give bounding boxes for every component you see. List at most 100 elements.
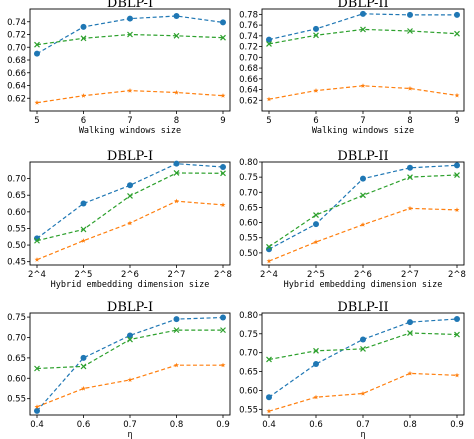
- x-tick-label: 2^6: [354, 270, 372, 280]
- y-tick-label: 0.72: [7, 31, 26, 41]
- y-tick-label: 0.80: [239, 311, 258, 321]
- y-tick-label: 0.62: [7, 94, 26, 104]
- x-tick-label: 2^4: [260, 270, 278, 280]
- y-tick-label: 0.70: [7, 175, 26, 185]
- data-point: [127, 88, 133, 93]
- x-tick-label: 0.7: [123, 420, 137, 430]
- y-tick-label: 0.70: [7, 43, 26, 53]
- data-point: [454, 172, 460, 178]
- data-point: [220, 170, 226, 177]
- y-tick-label: 0.65: [7, 354, 26, 364]
- y-tick-label: 0.55: [239, 234, 258, 244]
- y-tick-label: 0.60: [239, 386, 258, 396]
- data-point: [174, 89, 179, 95]
- plot-frame: [261, 312, 465, 416]
- y-tick-label: 0.74: [239, 32, 258, 42]
- x-tick-label: 2^8: [214, 270, 232, 280]
- panel-5: DBLP-I 0.55 0.60 0.65 0.70 0.75 0.4 0.6 0.7 0.8 0.…: [7, 300, 231, 439]
- x-tick-label: 0.6: [77, 420, 91, 430]
- data-point: [313, 239, 319, 245]
- data-point: [407, 174, 413, 181]
- panel-title: DBLP-II: [337, 149, 388, 164]
- data-point: [80, 226, 87, 233]
- data-point: [407, 164, 413, 171]
- data-point: [360, 345, 366, 352]
- y-tick-label: 0.70: [239, 53, 258, 63]
- x-tick-label: 5: [34, 116, 39, 126]
- data-point: [127, 220, 133, 226]
- data-point: [313, 25, 319, 32]
- panel-title: DBLP-II: [337, 0, 388, 11]
- x-tick-label: 0.8: [170, 420, 184, 430]
- series-line-star: [36, 364, 223, 408]
- data-point: [127, 332, 133, 339]
- x-tick-label: 6: [81, 116, 86, 126]
- y-tick-label: 0.66: [7, 69, 26, 79]
- y-tick-label: 0.64: [7, 82, 26, 92]
- data-point: [34, 365, 40, 372]
- data-point: [127, 15, 133, 22]
- x-axis-label: Walking windows size: [79, 126, 181, 136]
- x-tick-label: 0.6: [309, 420, 323, 430]
- data-point: [313, 88, 319, 93]
- data-point: [173, 170, 180, 176]
- series-line-x: [36, 33, 224, 46]
- data-point: [266, 258, 272, 264]
- data-point: [34, 407, 40, 414]
- data-point: [220, 327, 226, 334]
- data-point: [127, 377, 133, 382]
- data-point: [80, 354, 87, 361]
- data-point: [173, 160, 180, 167]
- x-axis-label: Hybrid embedding dimension size: [51, 280, 210, 290]
- x-tick-label: 0.7: [356, 420, 370, 430]
- x-tick-label: 2^4: [28, 270, 46, 280]
- y-tick-label: 0.80: [239, 158, 258, 168]
- y-tick-label: 0.64: [239, 86, 258, 96]
- x-tick-label: 2^5: [75, 270, 93, 280]
- data-point: [220, 163, 226, 170]
- series-line-x: [268, 28, 458, 45]
- data-point: [127, 182, 133, 189]
- data-point: [313, 347, 319, 354]
- panel-4: DBLP-II 0.50 0.55 0.60 0.65 0.70 0.75 0.80 2^4 2^…: [239, 149, 466, 290]
- x-tick-label: 7: [127, 116, 132, 126]
- y-tick-label: 0.55: [239, 405, 258, 415]
- y-tick-label: 0.70: [239, 349, 258, 359]
- series-line-star: [268, 85, 458, 100]
- x-tick-label: 0.8: [403, 420, 417, 430]
- y-tick-label: 0.45: [7, 258, 26, 268]
- x-tick-label: 2^7: [168, 270, 186, 280]
- series-line-circle: [268, 318, 458, 398]
- data-point: [81, 385, 86, 391]
- y-tick-label: 0.75: [239, 173, 258, 183]
- data-point: [80, 363, 87, 370]
- panel-title: DBLP-I: [107, 0, 153, 11]
- data-point: [80, 200, 87, 207]
- y-tick-label: 0.55: [7, 224, 26, 234]
- data-point: [220, 93, 226, 98]
- y-tick-label: 0.74: [7, 18, 26, 28]
- panel-title: DBLP-I: [107, 149, 153, 164]
- y-tick-label: 0.76: [239, 21, 258, 31]
- data-point: [173, 32, 180, 39]
- data-point: [407, 205, 413, 211]
- y-tick-label: 0.60: [239, 219, 258, 229]
- data-point: [360, 336, 366, 343]
- x-tick-label: 2^8: [448, 270, 466, 280]
- data-point: [127, 31, 133, 38]
- series-line-star: [268, 372, 458, 412]
- data-point: [81, 93, 86, 98]
- data-point: [220, 19, 226, 26]
- x-tick-label: 0.9: [450, 420, 464, 430]
- data-point: [454, 30, 460, 37]
- data-point: [360, 222, 366, 227]
- x-axis-label: η: [127, 430, 132, 439]
- data-point: [266, 394, 272, 401]
- data-point: [34, 257, 40, 262]
- data-point: [266, 356, 272, 363]
- data-point: [454, 372, 460, 378]
- data-point: [454, 92, 460, 98]
- data-point: [127, 192, 133, 199]
- y-tick-label: 0.65: [7, 191, 26, 201]
